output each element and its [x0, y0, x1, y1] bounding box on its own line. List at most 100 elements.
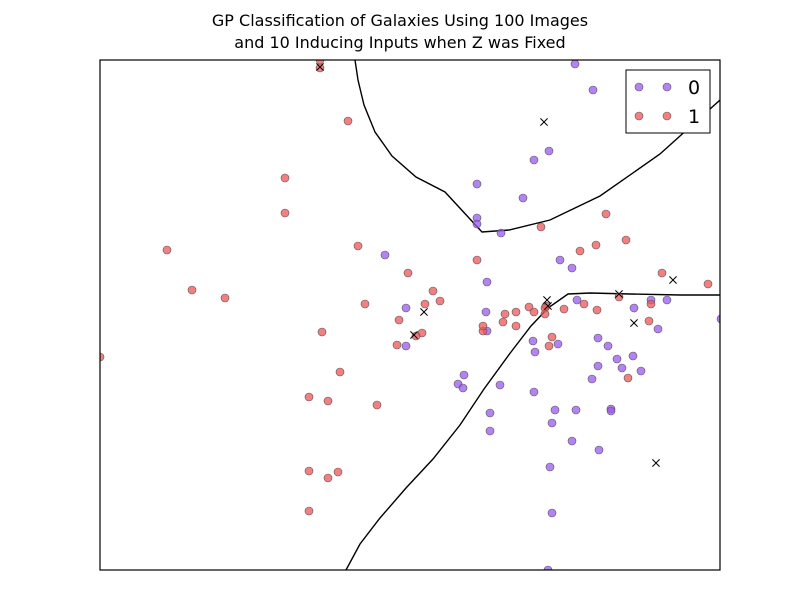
point-class-1-0: [315, 63, 325, 73]
point-class-1-37: [646, 299, 656, 309]
point-class-0-39: [547, 508, 557, 518]
point-class-0-17: [458, 383, 468, 393]
point-class-1-12: [394, 315, 404, 325]
points-layer: [100, 60, 720, 570]
point-class-0-31: [628, 351, 638, 361]
point-class-1-1: [343, 116, 353, 126]
point-class-0-37: [606, 406, 616, 416]
point-class-0-40: [594, 445, 604, 455]
point-class-0-26: [636, 366, 646, 376]
legend-marker-1-1: [662, 111, 672, 121]
decision-boundary-curve-0: [354, 60, 720, 233]
point-class-0-29: [612, 354, 622, 364]
point-class-0-15: [495, 380, 505, 390]
point-class-0-47: [496, 228, 506, 238]
point-class-1-47: [323, 396, 333, 406]
point-class-0-21: [529, 387, 539, 397]
legend-marker-1-0: [634, 111, 644, 121]
point-class-0-24: [593, 333, 603, 343]
point-class-1-51: [372, 400, 382, 410]
point-class-1-54: [315, 60, 325, 65]
point-class-1-24: [591, 240, 601, 250]
point-class-0-25: [593, 361, 603, 371]
point-class-1-34: [614, 292, 624, 302]
point-class-1-22: [601, 209, 611, 219]
inducing-input-marker-1: [540, 118, 548, 126]
point-class-0-41: [716, 314, 720, 324]
point-class-0-1: [588, 85, 598, 95]
point-class-1-9: [360, 299, 370, 309]
point-class-1-21: [536, 222, 546, 232]
point-class-1-18: [511, 321, 521, 331]
point-class-1-45: [304, 392, 314, 402]
inducing-input-marker-7: [630, 319, 638, 327]
point-class-0-32: [617, 363, 627, 373]
point-class-0-23: [567, 436, 577, 446]
point-class-0-19: [485, 426, 495, 436]
inducing-inputs-layer: [316, 63, 677, 467]
point-class-0-38: [545, 462, 555, 472]
point-class-1-42: [592, 305, 602, 315]
point-class-1-50: [333, 467, 343, 477]
point-class-1-6: [220, 293, 230, 303]
point-class-0-28: [629, 303, 639, 313]
point-class-1-3: [280, 208, 290, 218]
point-class-1-31: [540, 309, 550, 319]
point-class-1-25: [575, 246, 585, 256]
legend: 0 1: [625, 69, 711, 134]
point-class-0-22: [547, 418, 557, 428]
legend-label-0: 0: [688, 77, 700, 99]
point-class-1-36: [623, 373, 633, 383]
chart-title-line-2: and 10 Inducing Inputs when Z was Fixed: [234, 33, 565, 52]
point-class-1-30: [547, 332, 557, 342]
point-class-1-8: [403, 268, 413, 278]
plot-area: [100, 60, 720, 570]
point-class-1-11: [435, 296, 445, 306]
point-class-1-48: [335, 367, 345, 377]
point-class-1-2: [280, 173, 290, 183]
chart-title-line-1: GP Classification of Galaxies Using 100 …: [212, 11, 588, 30]
legend-entries: [634, 82, 672, 121]
inducing-input-marker-2: [420, 308, 428, 316]
point-class-1-33: [703, 279, 713, 289]
point-class-1-44: [100, 352, 105, 362]
point-class-1-7: [353, 241, 363, 251]
point-class-0-5: [472, 179, 482, 189]
point-class-1-27: [559, 304, 569, 314]
inducing-input-marker-6: [615, 290, 623, 298]
point-class-1-49: [304, 466, 314, 476]
point-class-1-52: [304, 506, 314, 516]
point-class-1-39: [511, 307, 521, 317]
point-class-1-40: [529, 307, 539, 317]
legend-marker-0-1: [662, 82, 672, 92]
point-class-1-4: [162, 245, 172, 255]
point-class-0-20: [530, 347, 540, 357]
point-class-0-8: [401, 303, 411, 313]
inducing-input-marker-9: [652, 459, 660, 467]
inducing-input-marker-5: [544, 302, 552, 310]
point-class-1-17: [498, 317, 508, 327]
point-class-0-12: [572, 295, 582, 305]
point-class-1-32: [657, 268, 667, 278]
point-class-1-35: [644, 316, 654, 326]
point-class-1-55: [420, 299, 430, 309]
point-class-0-11: [567, 263, 577, 273]
legend-box: [625, 69, 711, 134]
point-class-0-9: [401, 341, 411, 351]
point-class-1-14: [411, 331, 421, 341]
point-class-0-34: [587, 374, 597, 384]
point-class-0-18: [485, 408, 495, 418]
point-class-0-42: [553, 339, 563, 349]
point-class-0-4: [518, 193, 528, 203]
point-class-0-48: [528, 336, 538, 346]
legend-label-1: 1: [688, 106, 700, 128]
point-class-0-2: [544, 146, 554, 156]
point-class-0-43: [653, 324, 663, 334]
point-class-1-10: [428, 286, 438, 296]
point-class-0-46: [472, 219, 482, 229]
point-class-0-44: [662, 295, 672, 305]
point-class-0-13: [481, 307, 491, 317]
plot-frame: [99, 59, 721, 571]
point-class-1-15: [392, 340, 402, 350]
point-class-1-41: [500, 309, 510, 319]
